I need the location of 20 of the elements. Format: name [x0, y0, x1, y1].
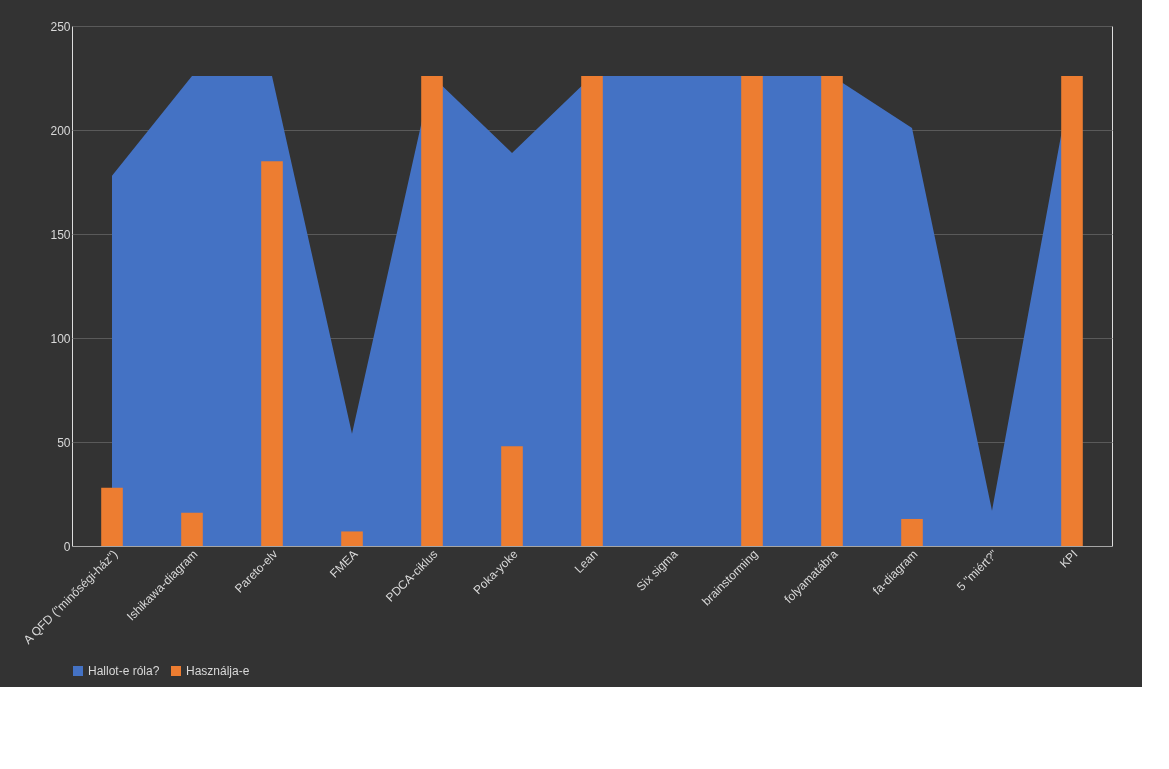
legend-label: Használja-e [186, 664, 250, 678]
bar [901, 518, 923, 546]
y-tick-label: 100 [50, 331, 71, 346]
bar [501, 446, 523, 546]
bar [261, 161, 283, 546]
y-tick-label: 200 [50, 123, 71, 138]
bar [101, 487, 123, 546]
bar [1061, 75, 1083, 546]
y-tick-label: 50 [57, 435, 71, 450]
y-tick-label: 250 [50, 19, 71, 34]
y-tick-label: 0 [63, 539, 71, 554]
bar [181, 512, 203, 546]
bar [821, 75, 843, 546]
bar [741, 75, 763, 546]
bar [341, 531, 363, 546]
bar [581, 75, 603, 546]
y-tick-label: 150 [50, 227, 71, 242]
legend-label: Hallot-e róla? [88, 664, 160, 678]
bar [421, 75, 443, 546]
x-tick-label: KPI [1056, 547, 1081, 571]
